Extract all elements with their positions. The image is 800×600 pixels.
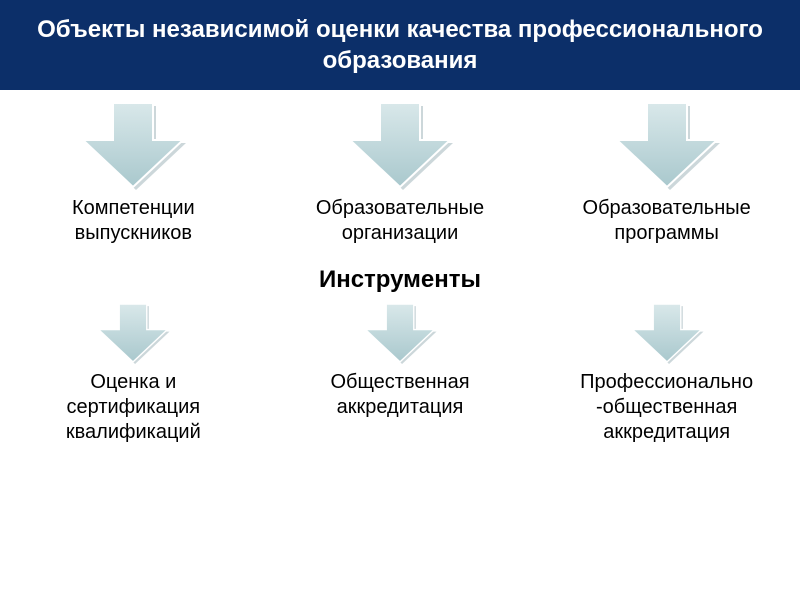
label-cell: Образовательныеорганизации bbox=[267, 196, 534, 246]
arrow-cell bbox=[533, 100, 800, 190]
arrow-cell bbox=[0, 302, 267, 364]
label-cell: Образовательныепрограммы bbox=[533, 196, 800, 246]
down-arrow-icon bbox=[94, 302, 172, 364]
down-arrow-icon bbox=[628, 302, 706, 364]
bottom-item-label: Профессионально-общественнаяаккредитация bbox=[574, 370, 759, 445]
bottom-label-row: Оценка исертификацияквалификаций Обществ… bbox=[0, 370, 800, 445]
down-arrow-icon bbox=[612, 100, 722, 190]
bottom-item-label: Оценка исертификацияквалификаций bbox=[60, 370, 207, 445]
down-arrow-icon bbox=[345, 100, 455, 190]
bottom-item-label: Общественнаяаккредитация bbox=[324, 370, 475, 420]
arrow-cell bbox=[533, 302, 800, 364]
bottom-arrow-row bbox=[0, 302, 800, 364]
arrow-cell bbox=[0, 100, 267, 190]
label-cell: Компетенциивыпускников bbox=[0, 196, 267, 246]
top-item-label: Образовательныеорганизации bbox=[310, 196, 490, 246]
top-item-label: Образовательныепрограммы bbox=[577, 196, 757, 246]
arrow-cell bbox=[267, 302, 534, 364]
down-arrow-icon bbox=[361, 302, 439, 364]
header-title: Объекты независимой оценки качества проф… bbox=[37, 16, 763, 74]
top-item-label: Компетенциивыпускников bbox=[66, 196, 201, 246]
label-cell: Оценка исертификацияквалификаций bbox=[0, 370, 267, 445]
subtitle: Инструменты bbox=[0, 266, 800, 294]
header-bar: Объекты независимой оценки качества проф… bbox=[0, 0, 800, 90]
top-arrow-row bbox=[0, 100, 800, 190]
down-arrow-icon bbox=[78, 100, 188, 190]
top-label-row: Компетенциивыпускников Образовательныеор… bbox=[0, 196, 800, 246]
label-cell: Общественнаяаккредитация bbox=[267, 370, 534, 420]
label-cell: Профессионально-общественнаяаккредитация bbox=[533, 370, 800, 445]
arrow-cell bbox=[267, 100, 534, 190]
